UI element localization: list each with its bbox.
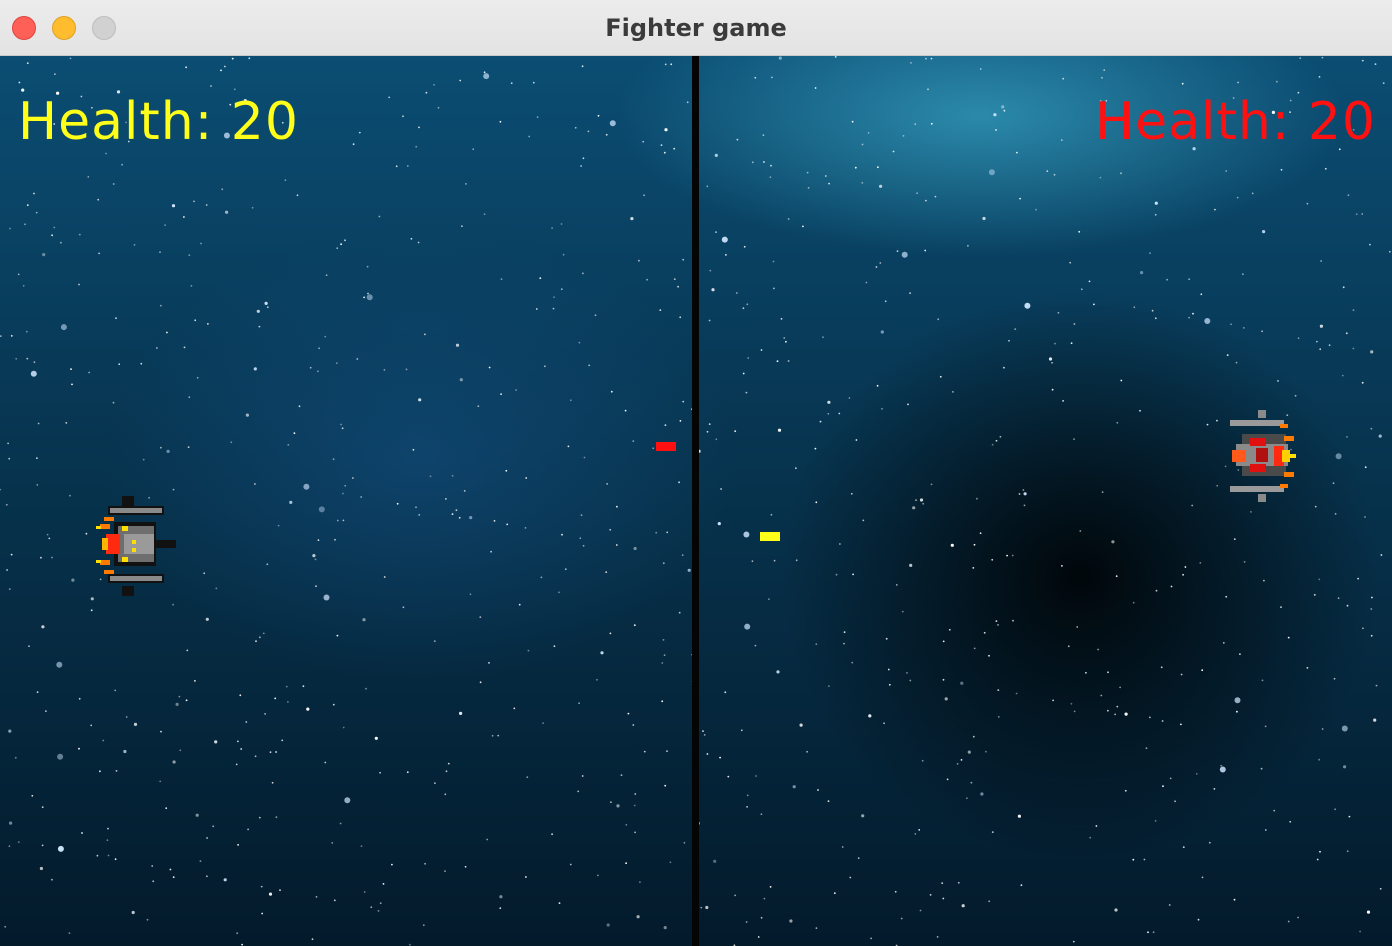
zoom-button[interactable] bbox=[92, 16, 116, 40]
title-bar[interactable]: Fighter game bbox=[0, 0, 1392, 56]
left-player-health: Health: 20 bbox=[18, 92, 299, 152]
close-button[interactable] bbox=[12, 16, 36, 40]
window-title: Fighter game bbox=[605, 14, 787, 42]
center-divider bbox=[692, 56, 699, 946]
yellow-laser-bullet bbox=[760, 532, 780, 541]
yellow-spaceship-icon bbox=[96, 496, 176, 596]
game-canvas[interactable]: Health: 20 Health: 20 bbox=[0, 56, 1392, 946]
minimize-button[interactable] bbox=[52, 16, 76, 40]
red-laser-bullet bbox=[656, 442, 676, 451]
right-player-health: Health: 20 bbox=[1095, 92, 1376, 152]
starfield-background bbox=[0, 56, 1391, 946]
red-spaceship-icon bbox=[1230, 410, 1296, 502]
